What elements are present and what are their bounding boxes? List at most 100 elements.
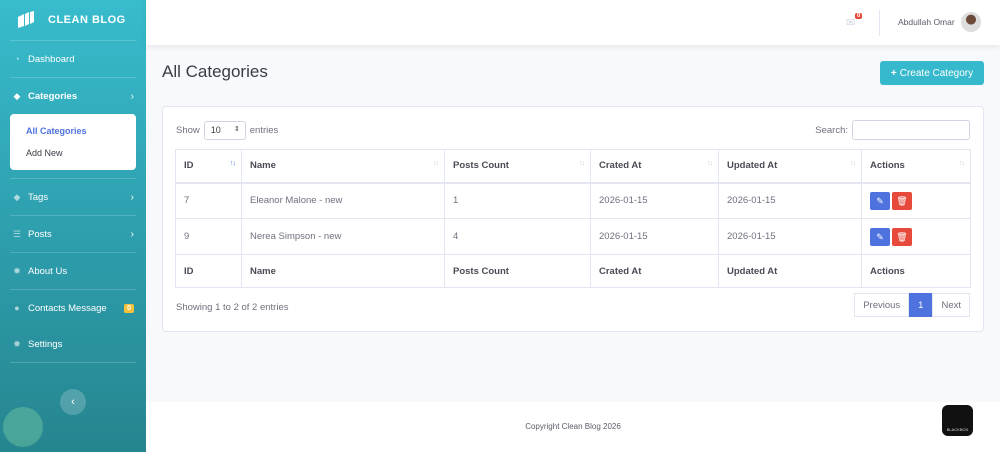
contacts-badge: 0	[124, 303, 134, 313]
pagination: Previous 1 Next	[854, 293, 970, 317]
column-header-created-at[interactable]: Crated At ↑↓	[590, 149, 719, 184]
submenu-add-new[interactable]: Add New	[26, 148, 63, 158]
cog-icon: ✹	[13, 265, 21, 276]
user-name[interactable]: Abdullah Omar	[898, 17, 955, 27]
column-header-name[interactable]: Name ↑↓	[241, 149, 445, 184]
cell-created-at: 2026-01-15	[590, 182, 719, 219]
nav-label: About Us	[28, 265, 68, 277]
page-title: All Categories	[162, 62, 268, 81]
sidebar-item-about-us[interactable]: ✹ About Us	[0, 253, 146, 289]
divider	[10, 362, 136, 363]
envelope-icon: ✉	[846, 17, 856, 29]
page-length-control: Show 10 ⇕ entries	[176, 121, 278, 140]
nav-label: Contacts Message	[28, 302, 107, 314]
cell-updated-at: 2026-01-15	[718, 182, 862, 219]
watermark-logo	[3, 407, 43, 447]
header-label: Name	[250, 160, 276, 172]
header-label: Posts Count	[453, 160, 509, 172]
edit-button[interactable]: ✎	[870, 191, 890, 210]
sort-icon: ↑↓	[433, 160, 439, 167]
divider	[10, 289, 136, 290]
copyright: Copyright Clean Blog 2026	[525, 422, 621, 431]
footer: Copyright Clean Blog 2026	[146, 402, 1000, 452]
nav-label: Categories	[28, 90, 78, 102]
sidebar-item-settings[interactable]: ✹ Settings	[0, 326, 146, 362]
topbar: ✉ 0 Abdullah Omar	[146, 0, 1000, 45]
comments-icon: ●	[14, 303, 20, 313]
avatar[interactable]	[961, 12, 981, 32]
column-header-posts-count[interactable]: Posts Count ↑↓	[444, 149, 591, 184]
footer-updated-at: Updated At	[718, 254, 862, 288]
cell-posts-count: 4	[444, 218, 591, 255]
entries-label: entries	[249, 125, 279, 136]
brand-name: CLEAN BLOG	[48, 14, 126, 26]
search-input[interactable]	[852, 120, 970, 140]
sidebar-item-posts[interactable]: ☰ Posts ›	[0, 216, 146, 252]
submenu-all-categories[interactable]: All Categories	[26, 126, 87, 136]
sidebar-item-categories[interactable]: ◆ Categories ›	[0, 78, 146, 114]
brand[interactable]: CLEAN BLOG	[0, 0, 146, 40]
page-length-select[interactable]: 10 ⇕	[203, 121, 246, 140]
edit-button[interactable]: ✎	[870, 227, 890, 246]
sidebar-item-contacts-message[interactable]: ● Contacts Message 0	[0, 290, 146, 326]
cell-posts-count: 1	[444, 182, 591, 219]
footer-created-at: Crated At	[590, 254, 719, 288]
table-row: 9 Nerea Simpson - new 4 2026-01-15 2026-…	[175, 218, 971, 255]
cell-actions: ✎ 🗑	[861, 218, 971, 255]
previous-page-button[interactable]: Previous	[854, 293, 910, 317]
cell-name: Eleanor Malone - new	[241, 182, 445, 219]
cell-id: 7	[175, 182, 242, 219]
column-header-actions[interactable]: Actions ↑↓	[861, 149, 971, 184]
sort-icon: ↑↓	[579, 160, 585, 167]
header-label: Updated At	[727, 160, 778, 172]
footer-actions: Actions	[861, 254, 971, 288]
sidebar-item-dashboard[interactable]: ◔ Dashboard	[0, 41, 146, 77]
nav-label: Tags	[28, 191, 49, 203]
chevron-right-icon: ›	[130, 90, 134, 102]
chevron-right-icon: ›	[130, 191, 134, 203]
header-label: Crated At	[599, 160, 642, 172]
sort-icon: ↑↓	[230, 160, 236, 167]
nav-label: Dashboard	[28, 53, 75, 65]
cell-actions: ✎ 🗑	[861, 182, 971, 219]
column-header-id[interactable]: ID ↑↓	[175, 149, 242, 184]
table-info: Showing 1 to 2 of 2 entries	[176, 302, 289, 313]
divider	[10, 215, 136, 216]
sidebar-item-tags[interactable]: ◆ Tags ›	[0, 179, 146, 215]
create-label: Create Category	[899, 67, 974, 79]
select-arrows-icon: ⇕	[233, 126, 240, 133]
search-label: Search:	[815, 124, 848, 136]
page-1-button[interactable]: 1	[909, 293, 933, 317]
cell-created-at: 2026-01-15	[590, 218, 719, 255]
list-icon: ☰	[12, 228, 22, 239]
sort-icon: ↑↓	[959, 160, 965, 167]
delete-button[interactable]: 🗑	[892, 191, 912, 210]
footer-name: Name	[241, 254, 445, 288]
divider	[10, 40, 136, 41]
table-row: 7 Eleanor Malone - new 1 2026-01-15 2026…	[175, 182, 971, 219]
footer-id: ID	[175, 254, 242, 288]
create-category-button[interactable]: + Create Category	[880, 61, 984, 85]
divider	[10, 77, 136, 78]
search-control: Search:	[815, 120, 970, 140]
tag-icon: ◆	[13, 90, 21, 101]
categories-submenu: All Categories Add New	[10, 114, 136, 170]
divider	[10, 252, 136, 253]
column-header-updated-at[interactable]: Updated At ↑↓	[718, 149, 862, 184]
plus-icon: +	[890, 67, 897, 79]
header-label: ID	[184, 160, 194, 172]
sort-icon: ↑↓	[850, 160, 856, 167]
cell-id: 9	[175, 218, 242, 255]
cell-updated-at: 2026-01-15	[718, 218, 862, 255]
sidebar-toggle-button[interactable]: ‹	[60, 389, 86, 415]
messages-badge: 0	[855, 13, 863, 19]
next-page-button[interactable]: Next	[932, 293, 970, 317]
categories-card: Show 10 ⇕ entries Search: ID ↑↓ Name ↑↓ Pos…	[162, 106, 984, 332]
show-label: Show	[176, 125, 200, 136]
delete-button[interactable]: 🗑	[892, 227, 912, 246]
nav-label: Posts	[28, 228, 52, 240]
messages-button[interactable]: ✉ 0	[846, 13, 863, 29]
blackbox-app-icon[interactable]: BLACKBOX	[942, 405, 973, 436]
categories-table: ID ↑↓ Name ↑↓ Posts Count ↑↓ Crated At ↑↓ Up…	[175, 149, 971, 288]
sidebar: CLEAN BLOG ◔ Dashboard ◆ Categories › All C…	[0, 0, 146, 452]
